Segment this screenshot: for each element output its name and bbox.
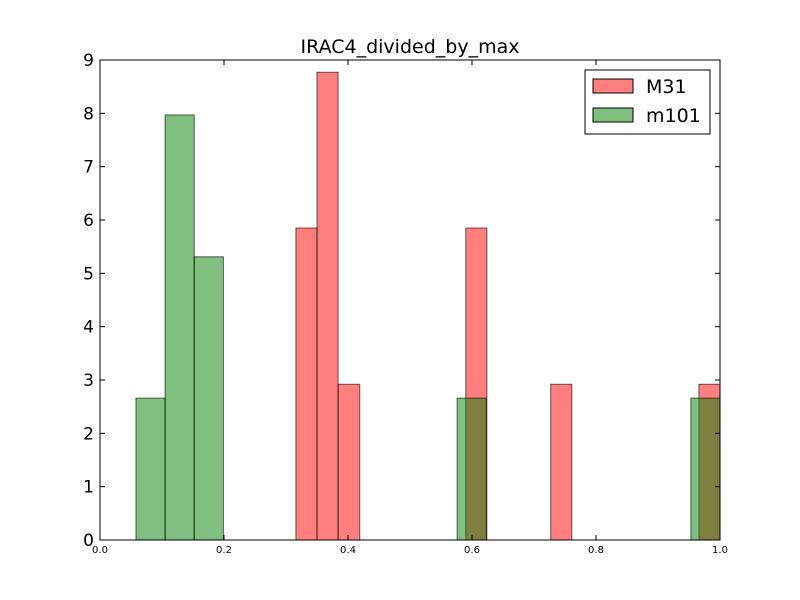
x-tick-label: 0.8 — [588, 545, 604, 556]
legend-label-m101: m101 — [646, 105, 701, 127]
y-tick-label: 0 — [83, 531, 94, 551]
bar-m101 — [164, 114, 195, 541]
y-tick-label: 2 — [83, 424, 94, 444]
legend-swatch-m101 — [592, 107, 634, 123]
bar-m31 — [337, 383, 361, 541]
axes-layer: 0.0 0.2 0.4 0.6 0.8 1.0 0 1 2 3 4 5 6 7 8 9 — [83, 51, 728, 556]
x-tick-label: 0.6 — [464, 545, 480, 556]
bar-m101 — [690, 397, 721, 541]
bar-m101 — [135, 397, 166, 541]
bar-m101 — [193, 256, 224, 541]
y-tick-label: 3 — [83, 371, 94, 391]
legend-swatch-m31 — [592, 78, 634, 94]
y-tick-label: 1 — [83, 478, 94, 498]
bar-m31 — [295, 227, 318, 541]
y-tick-label: 6 — [83, 211, 94, 231]
bar-m31 — [550, 383, 573, 541]
legend-label-m31: M31 — [646, 76, 687, 98]
bars-layer — [135, 71, 721, 541]
y-tick-label: 7 — [83, 158, 94, 178]
y-tick-label: 4 — [83, 318, 94, 338]
bar-m31 — [316, 71, 339, 541]
y-tick-label: 5 — [83, 264, 94, 284]
x-tick-label: 0.4 — [340, 545, 356, 556]
y-tick-label: 8 — [83, 104, 94, 124]
legend: M31 m101 — [584, 69, 711, 135]
y-tick-label: 9 — [83, 51, 94, 71]
x-tick-label: 1.0 — [712, 545, 728, 556]
chart-title: IRAC4_divided_by_max — [301, 36, 520, 58]
x-tick-label: 0.0 — [92, 545, 108, 556]
bar-m101 — [456, 397, 487, 541]
x-tick-label: 0.2 — [216, 545, 232, 556]
plot-frame — [99, 59, 721, 541]
